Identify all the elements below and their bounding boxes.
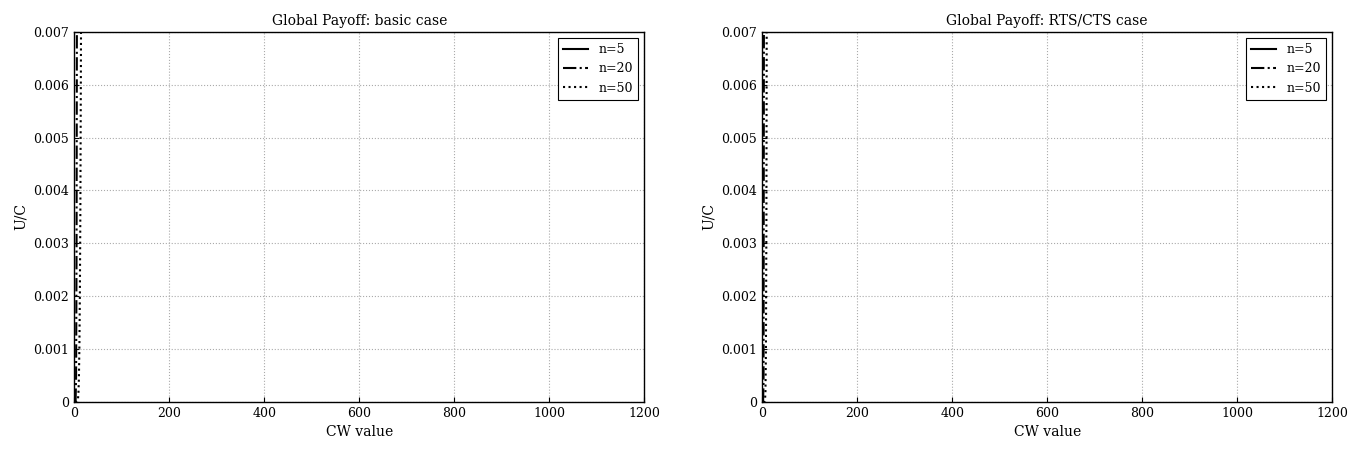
Title: Global Payoff: RTS/CTS case: Global Payoff: RTS/CTS case [947,14,1148,28]
Y-axis label: U/C: U/C [14,203,27,230]
Y-axis label: U/C: U/C [701,203,716,230]
Legend: n=5, n=20, n=50: n=5, n=20, n=50 [1246,38,1327,100]
Title: Global Payoff: basic case: Global Payoff: basic case [271,14,447,28]
X-axis label: CW value: CW value [326,425,392,439]
X-axis label: CW value: CW value [1013,425,1081,439]
Legend: n=5, n=20, n=50: n=5, n=20, n=50 [558,38,637,100]
